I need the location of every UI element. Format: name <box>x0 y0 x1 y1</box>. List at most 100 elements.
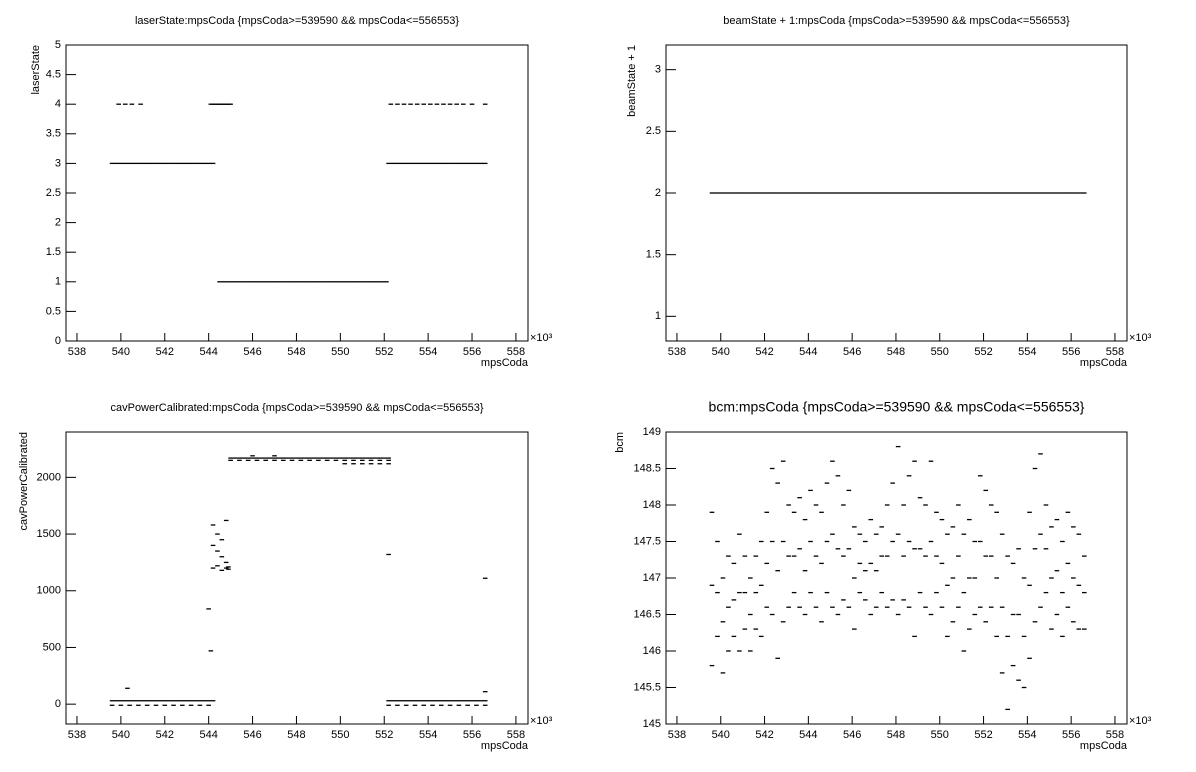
point <box>223 567 229 569</box>
point <box>474 700 479 702</box>
x-scale-label: ×10³ <box>1129 332 1152 344</box>
point <box>791 591 797 594</box>
point <box>465 700 470 702</box>
point <box>939 562 945 565</box>
point <box>928 613 934 616</box>
point <box>327 281 332 283</box>
point <box>184 700 190 702</box>
point <box>1020 192 1026 194</box>
point <box>118 704 124 706</box>
point <box>836 192 842 194</box>
point <box>305 281 310 283</box>
point <box>753 628 759 630</box>
point <box>254 459 260 461</box>
point <box>726 555 731 557</box>
y-tick-label: 4 <box>55 98 61 110</box>
point <box>357 281 363 283</box>
x-tick-label: 538 <box>68 729 86 741</box>
x-tick-label: 550 <box>331 346 349 358</box>
x-tick-label: 538 <box>668 346 686 358</box>
point <box>857 533 863 535</box>
point <box>460 103 466 105</box>
y-axis-label: laserState <box>30 45 42 95</box>
x-tick-label: 554 <box>419 729 437 741</box>
point <box>434 103 440 105</box>
point <box>377 457 383 459</box>
point <box>780 460 786 462</box>
x-tick-label: 554 <box>419 346 437 358</box>
point <box>906 540 912 543</box>
point <box>287 281 293 283</box>
point <box>994 577 999 579</box>
point <box>871 192 877 194</box>
chart-title: cavPowerCalibrated:mpsCoda {mpsCoda>=539… <box>110 402 483 414</box>
y-tick-label: 1.5 <box>46 246 61 258</box>
point <box>1016 613 1021 616</box>
point <box>193 162 198 165</box>
point <box>215 550 220 552</box>
point <box>941 192 947 194</box>
point <box>998 192 1004 194</box>
point <box>237 459 242 461</box>
point <box>201 162 207 165</box>
point <box>775 192 780 194</box>
point <box>819 511 824 513</box>
y-tick-label: 1000 <box>37 585 61 597</box>
point <box>1043 591 1049 594</box>
point <box>879 526 885 528</box>
point <box>228 459 233 461</box>
point <box>256 281 262 283</box>
point <box>868 613 874 616</box>
x-tick-label: 548 <box>287 346 305 358</box>
point <box>270 281 275 283</box>
x-tick-label: 540 <box>712 729 730 741</box>
point <box>333 457 339 459</box>
point <box>808 540 813 543</box>
point <box>945 584 950 586</box>
point <box>928 192 934 194</box>
point <box>408 162 413 165</box>
point <box>434 700 440 702</box>
point <box>359 463 365 465</box>
point <box>166 162 172 165</box>
point <box>1025 192 1030 194</box>
point <box>318 281 323 283</box>
point <box>359 457 365 459</box>
point <box>786 504 791 506</box>
point <box>999 533 1005 535</box>
point <box>125 687 130 689</box>
point <box>950 621 956 623</box>
point <box>742 591 748 594</box>
point <box>118 700 124 702</box>
x-tick-label: 544 <box>799 729 817 741</box>
point <box>715 591 720 594</box>
point <box>276 457 282 459</box>
point <box>386 162 391 165</box>
point <box>386 463 391 465</box>
point <box>379 281 385 283</box>
point <box>779 192 785 194</box>
point <box>740 192 745 194</box>
point <box>1029 192 1035 194</box>
point <box>129 103 135 105</box>
point <box>149 700 154 702</box>
x-tick-label: 558 <box>1106 729 1124 741</box>
point <box>841 504 846 506</box>
point <box>180 704 185 706</box>
point <box>162 700 168 702</box>
x-tick-label: 552 <box>375 346 393 358</box>
point <box>188 700 194 702</box>
point <box>758 635 764 638</box>
point <box>769 613 775 616</box>
point <box>395 103 400 105</box>
point <box>342 457 348 459</box>
point <box>954 192 960 194</box>
point <box>934 591 939 594</box>
point <box>852 628 857 630</box>
point <box>797 192 802 194</box>
point <box>898 192 903 194</box>
point <box>171 162 176 165</box>
point <box>1065 511 1071 513</box>
point <box>368 463 374 465</box>
point <box>114 162 119 165</box>
